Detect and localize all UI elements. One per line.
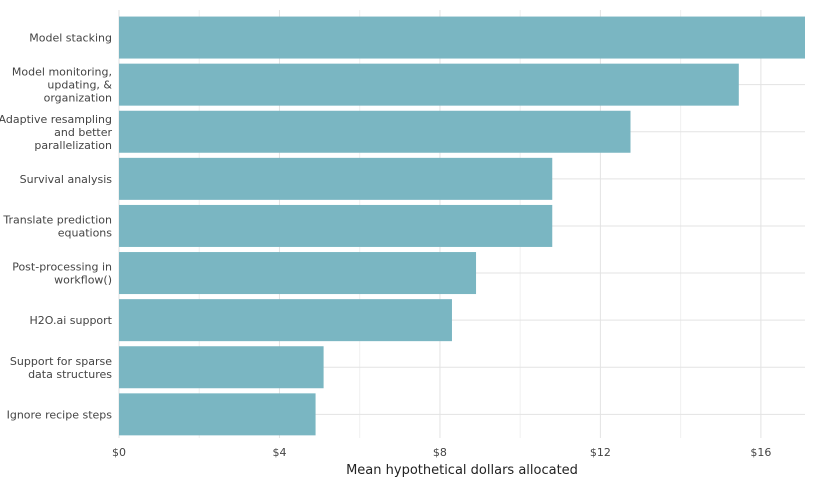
x-tick-label: $0 xyxy=(112,446,126,459)
category-label: Support for sparse data structures xyxy=(10,355,112,381)
x-tick-labels: $0 $4 $8 $12 $16 xyxy=(112,446,771,459)
bar xyxy=(119,252,477,295)
category-label: Ignore recipe steps xyxy=(7,408,113,421)
category-label: Translate prediction equations xyxy=(2,213,112,239)
x-tick-label: $16 xyxy=(750,446,771,459)
bar xyxy=(119,204,553,247)
bar xyxy=(119,299,452,342)
x-axis-title: Mean hypothetical dollars allocated xyxy=(346,463,578,478)
category-label: Adaptive resampling and better paralleliza… xyxy=(0,113,112,152)
bar xyxy=(119,157,553,200)
x-tick-label: $4 xyxy=(272,446,286,459)
category-labels: Model stacking Model monitoring, updating,… xyxy=(0,32,113,422)
bar xyxy=(119,63,739,106)
category-label: Survival analysis xyxy=(20,173,113,186)
x-tick-label: $12 xyxy=(590,446,611,459)
bar xyxy=(119,16,805,59)
category-label: Model stacking xyxy=(29,32,112,45)
category-label: Model monitoring, updating, & organization xyxy=(12,66,112,105)
x-tick-label: $8 xyxy=(433,446,447,459)
bar xyxy=(119,393,316,436)
bars xyxy=(119,16,805,436)
category-label: Post-processing in workflow() xyxy=(12,261,112,287)
category-label: H2O.ai support xyxy=(29,314,112,327)
bar xyxy=(119,346,324,389)
bar xyxy=(119,110,631,153)
